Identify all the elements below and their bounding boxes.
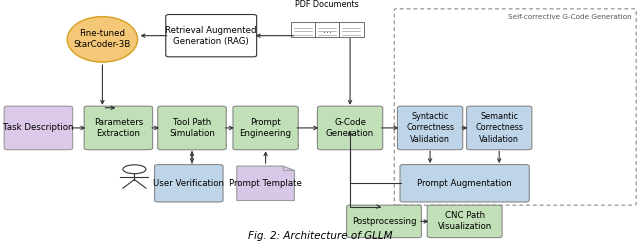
FancyBboxPatch shape — [155, 165, 223, 202]
FancyBboxPatch shape — [157, 106, 227, 150]
Ellipse shape — [67, 17, 138, 62]
Text: ...: ... — [323, 25, 332, 35]
Text: Parameters
Extraction: Parameters Extraction — [94, 118, 143, 138]
Text: Retrieval Augmented
Generation (RAG): Retrieval Augmented Generation (RAG) — [166, 26, 257, 46]
Text: CNC Path
Visualization: CNC Path Visualization — [438, 211, 492, 231]
Polygon shape — [237, 166, 294, 200]
Text: Semantic
Correctness
Validation: Semantic Correctness Validation — [476, 112, 524, 143]
FancyBboxPatch shape — [315, 22, 339, 37]
FancyBboxPatch shape — [400, 165, 529, 202]
Text: Prompt
Engineering: Prompt Engineering — [239, 118, 292, 138]
FancyBboxPatch shape — [84, 106, 152, 150]
Text: Syntactic
Correctness
Validation: Syntactic Correctness Validation — [406, 112, 454, 143]
FancyBboxPatch shape — [291, 22, 316, 37]
Text: Prompt Augmentation: Prompt Augmentation — [417, 179, 512, 188]
Text: Fig. 2: Architecture of GLLM: Fig. 2: Architecture of GLLM — [248, 231, 392, 241]
FancyBboxPatch shape — [166, 15, 257, 57]
Text: PDF Documents: PDF Documents — [294, 0, 358, 9]
Text: Self-corrective G-Code Generation: Self-corrective G-Code Generation — [508, 14, 632, 20]
FancyBboxPatch shape — [397, 106, 463, 150]
Text: Task Description: Task Description — [3, 123, 74, 132]
FancyBboxPatch shape — [347, 205, 422, 238]
FancyBboxPatch shape — [339, 22, 364, 37]
FancyBboxPatch shape — [233, 106, 298, 150]
Text: Fine-tuned
StarCoder-3B: Fine-tuned StarCoder-3B — [74, 29, 131, 49]
Text: Tool Path
Simulation: Tool Path Simulation — [169, 118, 215, 138]
Text: G-Code
Generation: G-Code Generation — [326, 118, 374, 138]
FancyBboxPatch shape — [4, 106, 72, 150]
FancyBboxPatch shape — [428, 205, 502, 238]
Text: Postprocessing: Postprocessing — [352, 217, 416, 226]
Text: User Verification: User Verification — [154, 179, 224, 188]
Text: Prompt Template: Prompt Template — [229, 179, 302, 188]
FancyBboxPatch shape — [317, 106, 383, 150]
FancyBboxPatch shape — [467, 106, 532, 150]
